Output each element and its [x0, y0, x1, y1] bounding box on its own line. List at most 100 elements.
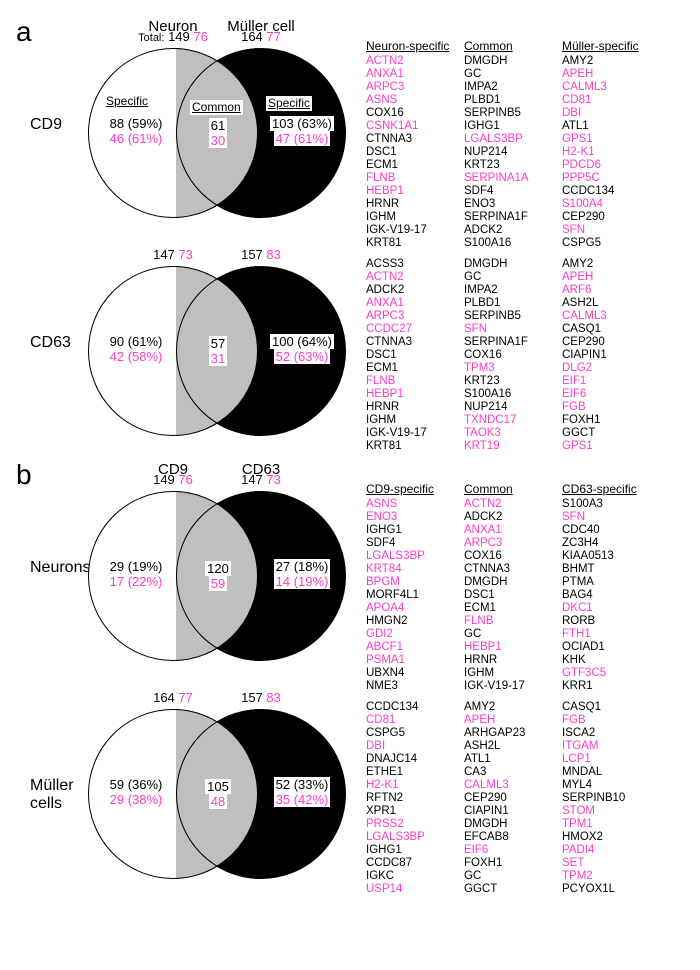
gene-item: ANXA1: [366, 68, 450, 81]
gene-item: CIAPIN1: [464, 805, 548, 818]
gene-item: CCDC87: [366, 857, 450, 870]
gene-item: SDF4: [464, 185, 548, 198]
gene-item: CASQ1: [562, 323, 646, 336]
gene-item: SET: [562, 857, 646, 870]
gene-item: KRT23: [464, 375, 548, 388]
gene-item: CSPG5: [366, 727, 450, 740]
gene-item: LCP1: [562, 753, 646, 766]
gene-item: IGHM: [464, 667, 548, 680]
gene-item: FOXH1: [562, 414, 646, 427]
gene-item: DMGDH: [464, 55, 548, 68]
gene-item: KIAA0513: [562, 550, 646, 563]
gene-item: LGALS3BP: [366, 831, 450, 844]
gene-lists-b-neurons: CD9-specificASNSENO3IGHG1SDF4LGALS3BPKRT…: [366, 483, 646, 693]
gene-item: EFCAB8: [464, 831, 548, 844]
gene-item: PSMA1: [366, 654, 450, 667]
venn-b-neurons: 149 76 147 73 29 (19%)17 (22%) 12059 27 …: [88, 483, 348, 667]
gene-item: SERPINA1F: [464, 336, 548, 349]
gene-item: ECM1: [464, 602, 548, 615]
gene-item: ARF6: [562, 284, 646, 297]
gene-item: BAG4: [562, 589, 646, 602]
gene-item: GTF3C5: [562, 667, 646, 680]
gene-item: MORF4L1: [366, 589, 450, 602]
gene-item: SERPINB5: [464, 107, 548, 120]
gene-item: DMGDH: [464, 818, 548, 831]
gene-item: IMPA2: [464, 81, 548, 94]
gene-item: CEP290: [464, 792, 548, 805]
gene-item: HMOX2: [562, 831, 646, 844]
gene-item: KRT81: [366, 440, 450, 453]
gene-item: PLBD1: [464, 94, 548, 107]
gene-item: IMPA2: [464, 284, 548, 297]
gene-item: ACTN2: [464, 498, 548, 511]
gene-item: USP14: [366, 883, 450, 896]
gene-item: HMGN2: [366, 615, 450, 628]
venn-b-muller: 164 77 157 83 59 (36%)29 (38%) 10548 52 …: [88, 701, 348, 885]
gene-item: BHMT: [562, 563, 646, 576]
gene-item: ANXA1: [464, 524, 548, 537]
gene-item: CD81: [366, 714, 450, 727]
gene-item: ARPC3: [464, 537, 548, 550]
gene-item: ACTN2: [366, 55, 450, 68]
gene-item: IGK-V19-17: [366, 427, 450, 440]
gene-item: FLNB: [464, 615, 548, 628]
gene-item: KRT84: [366, 563, 450, 576]
gene-item: KRT81: [366, 237, 450, 250]
gene-item: LGALS3BP: [366, 550, 450, 563]
gene-item: ARHGAP23: [464, 727, 548, 740]
gene-item: ATL1: [464, 753, 548, 766]
gene-item: DKC1: [562, 602, 646, 615]
gene-item: SERPINA1A: [464, 172, 548, 185]
gene-item: ACSS3: [366, 258, 450, 271]
gene-item: HEBP1: [366, 185, 450, 198]
gene-item: BPGM: [366, 576, 450, 589]
gene-item: CA3: [464, 766, 548, 779]
gene-item: NUP214: [464, 401, 548, 414]
gene-item: UBXN4: [366, 667, 450, 680]
gene-item: SFN: [562, 511, 646, 524]
gene-item: GC: [464, 870, 548, 883]
gene-item: S100A16: [464, 237, 548, 250]
gene-item: ISCA2: [562, 727, 646, 740]
gene-item: FTH1: [562, 628, 646, 641]
gene-item: DMGDH: [464, 576, 548, 589]
gene-item: SFN: [562, 224, 646, 237]
gene-item: CD81: [562, 94, 646, 107]
gene-item: CIAPIN1: [562, 349, 646, 362]
gene-item: ANXA1: [366, 297, 450, 310]
gene-item: PRSS2: [366, 818, 450, 831]
row-label-cd63: CD63: [30, 258, 88, 352]
venn-a-cd9: Total: 149 76 164 77 Specific Common Spe…: [88, 40, 348, 224]
gene-item: GPS1: [562, 440, 646, 453]
gene-item: ASNS: [366, 498, 450, 511]
gene-item: KRT23: [464, 159, 548, 172]
gene-item: ENO3: [464, 198, 548, 211]
gene-item: FLNB: [366, 172, 450, 185]
gene-item: CALML3: [562, 81, 646, 94]
gene-item: GPS1: [562, 133, 646, 146]
gene-item: DMGDH: [464, 258, 548, 271]
gene-item: H2-K1: [562, 146, 646, 159]
row-label-muller: Müller cells: [30, 701, 88, 813]
gene-item: STOM: [562, 805, 646, 818]
panel-a-label: a: [16, 16, 32, 48]
gene-item: DNAJC14: [366, 753, 450, 766]
gene-item: TAOK3: [464, 427, 548, 440]
gene-item: H2-K1: [366, 779, 450, 792]
gene-item: PPP5C: [562, 172, 646, 185]
gene-item: TPM1: [562, 818, 646, 831]
gene-item: CALML3: [562, 310, 646, 323]
row-label-neurons: Neurons: [30, 483, 88, 577]
gene-item: ZC3H4: [562, 537, 646, 550]
gene-item: DSC1: [366, 349, 450, 362]
gene-item: CCDC27: [366, 323, 450, 336]
gene-item: ADCK2: [464, 511, 548, 524]
gene-item: SERPINB10: [562, 792, 646, 805]
gene-item: HRNR: [464, 654, 548, 667]
panel-b-label: b: [16, 459, 32, 491]
gene-item: SERPINA1F: [464, 211, 548, 224]
gene-item: CTNNA3: [366, 133, 450, 146]
gene-item: IGK-V19-17: [366, 224, 450, 237]
gene-item: CSPG5: [562, 237, 646, 250]
gene-item: PTMA: [562, 576, 646, 589]
